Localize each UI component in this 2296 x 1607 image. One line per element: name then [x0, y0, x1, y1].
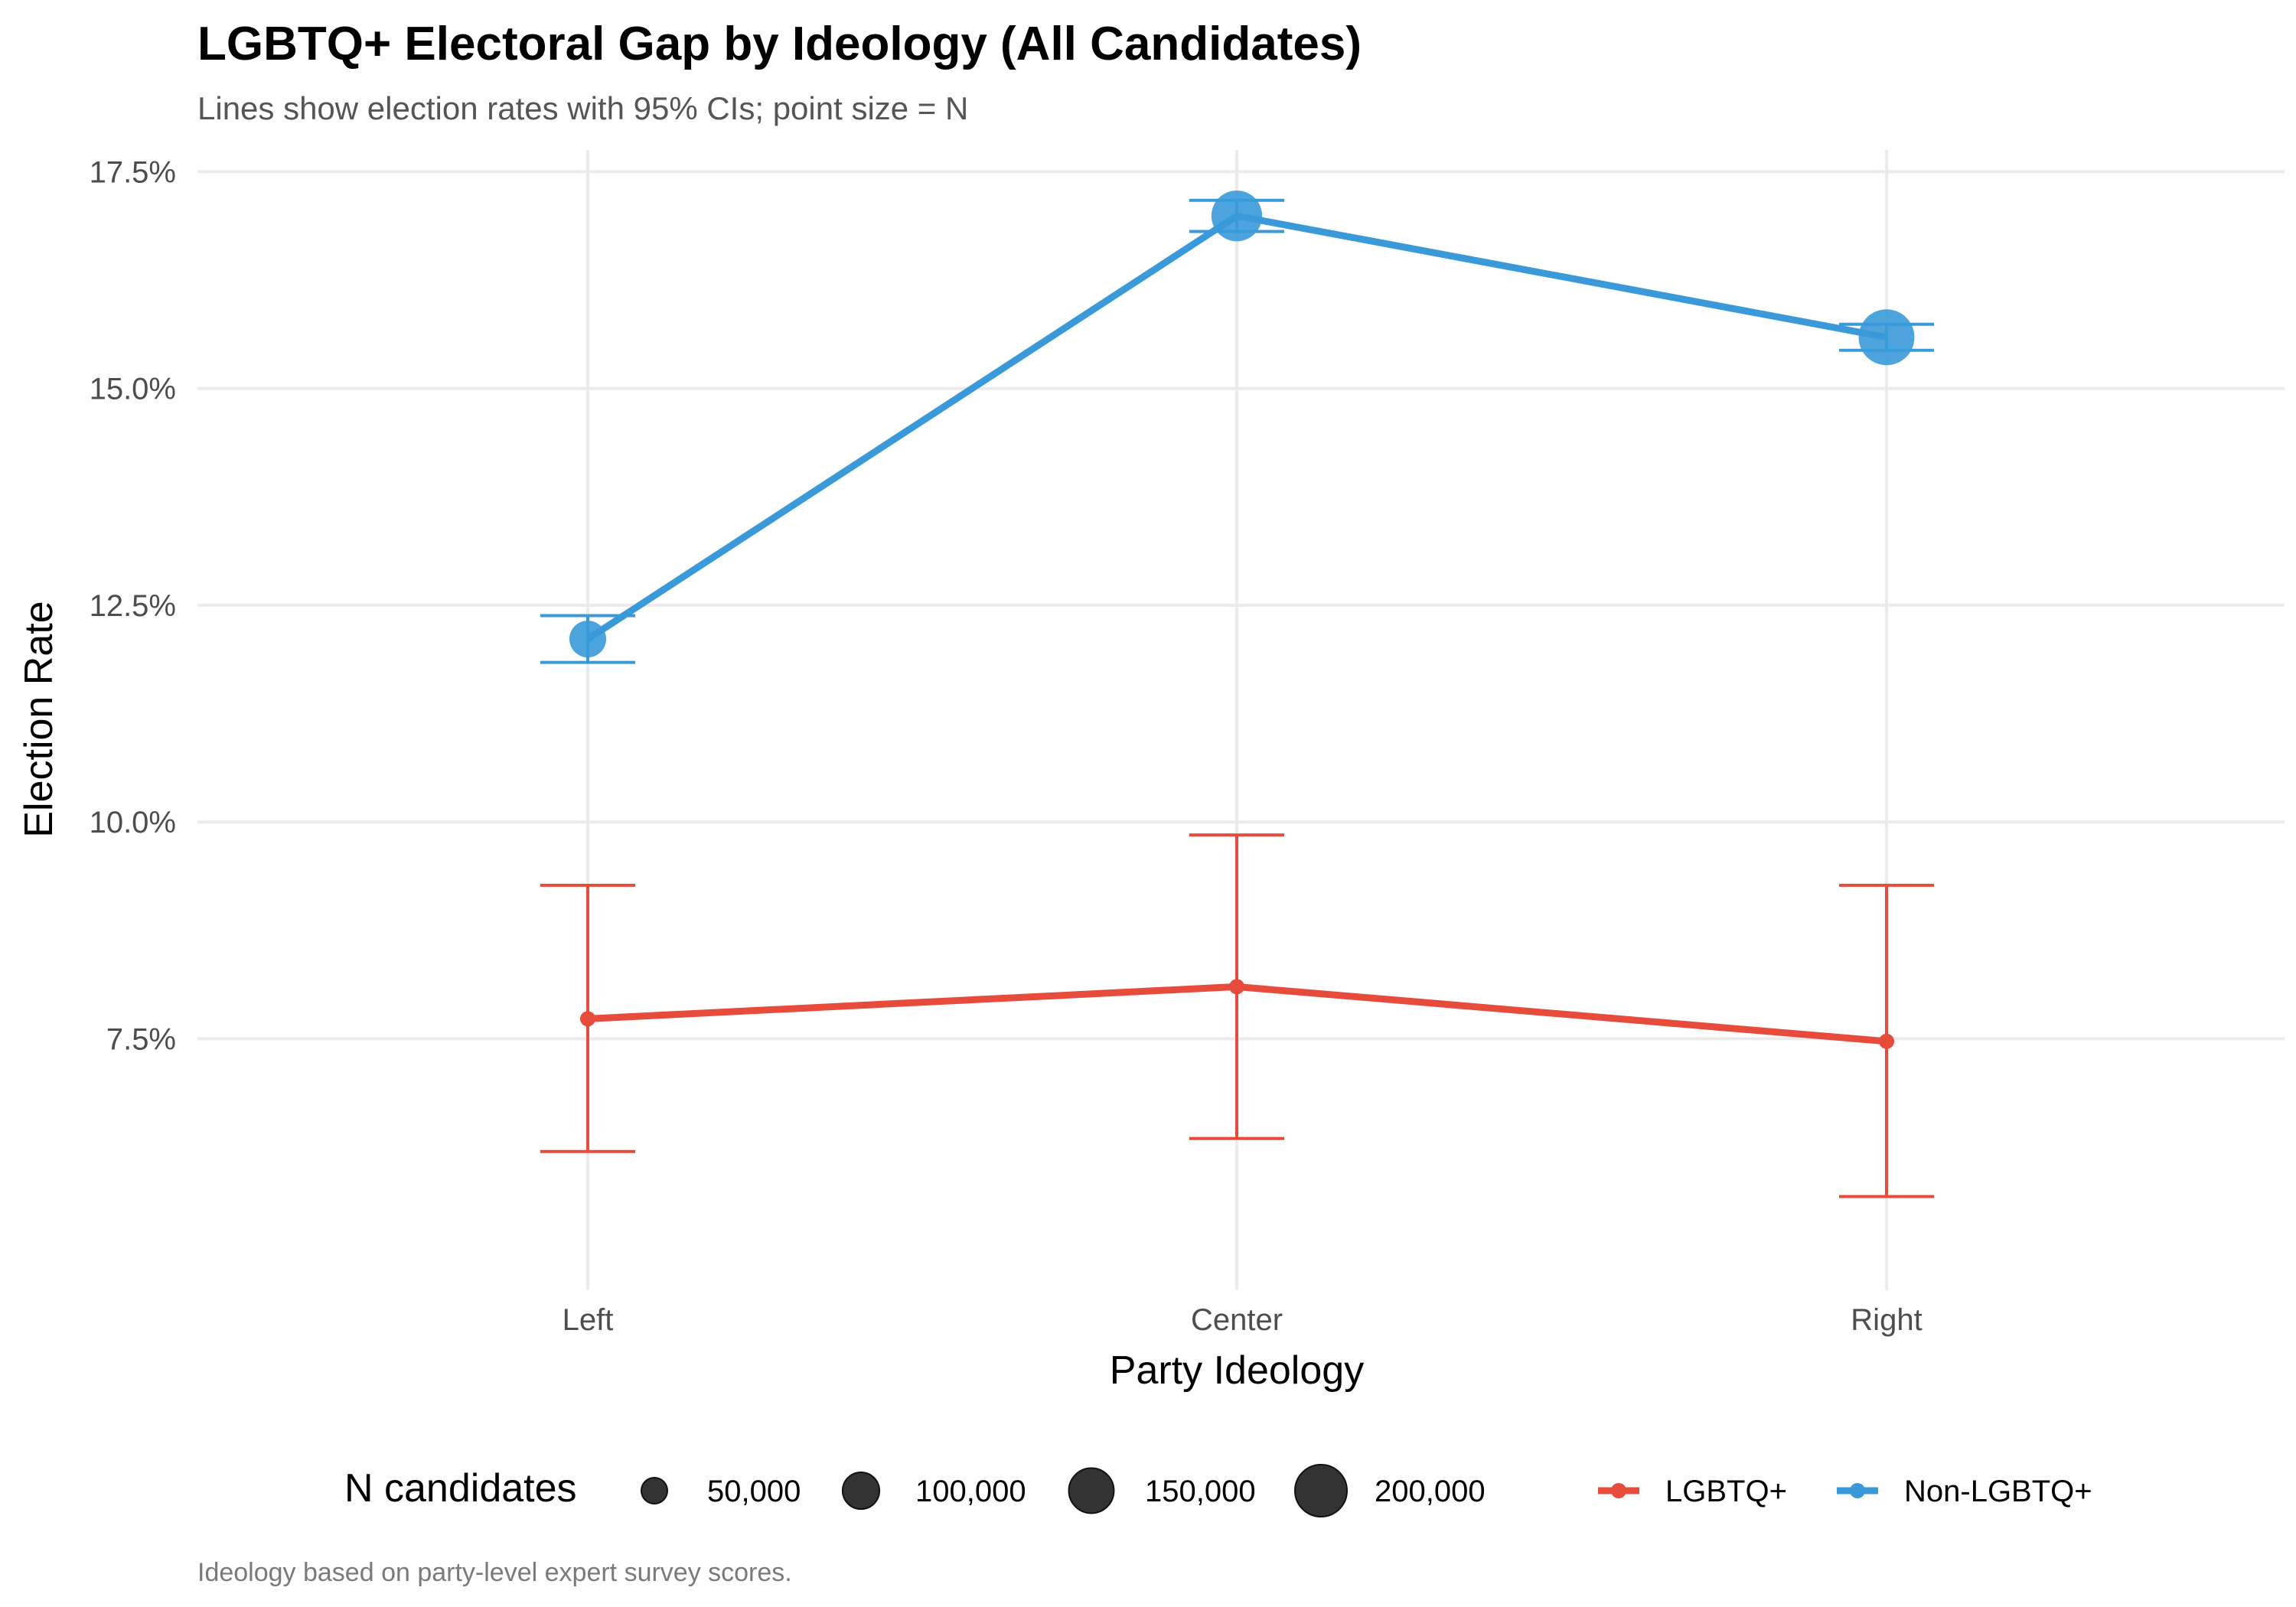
color-legend-label: Non-LGBTQ+: [1904, 1475, 2092, 1508]
size-legend-label: 100,000: [915, 1475, 1026, 1508]
size-legend-label: 150,000: [1145, 1475, 1256, 1508]
chart-subtitle: Lines show election rates with 95% CIs; …: [197, 90, 968, 126]
y-tick-label: 15.0%: [90, 373, 176, 406]
data-point: [1879, 1033, 1894, 1049]
series-non-lgbtq-: [540, 190, 1934, 664]
x-tick-label: Right: [1851, 1303, 1922, 1337]
x-axis-title: Party Ideology: [1110, 1348, 1364, 1393]
series: [540, 190, 1934, 1198]
color-legend-key-point: [1611, 1483, 1626, 1498]
y-axis-title: Election Rate: [17, 601, 61, 837]
chart-title: LGBTQ+ Electoral Gap by Ideology (All Ca…: [197, 18, 1362, 70]
size-legend-key: [641, 1477, 668, 1504]
y-tick-label: 10.0%: [90, 806, 176, 839]
size-legend-title: N candidates: [344, 1466, 577, 1511]
chart-caption: Ideology based on party-level expert sur…: [197, 1558, 792, 1587]
color-legend-label: LGBTQ+: [1665, 1475, 1787, 1508]
x-axis-ticks: Left Center Right: [563, 1303, 1923, 1337]
data-point: [580, 1011, 595, 1027]
y-tick-label: 17.5%: [90, 155, 176, 189]
size-legend-key: [1068, 1467, 1115, 1514]
data-point: [1229, 979, 1244, 995]
size-legend-key: [1294, 1464, 1348, 1517]
data-point: [1858, 309, 1915, 366]
x-tick-label: Center: [1191, 1303, 1283, 1337]
x-tick-label: Left: [563, 1303, 614, 1337]
color-legend-key-point: [1850, 1483, 1865, 1498]
legend: N candidates 50,000 100,000 150,000 200,000…: [344, 1464, 2092, 1517]
size-legend-label: 50,000: [707, 1475, 801, 1508]
size-legend-key: [841, 1471, 881, 1511]
y-axis-ticks: 7.5% 10.0% 12.5% 15.0% 17.5%: [90, 155, 176, 1056]
data-point: [569, 621, 607, 658]
series-lgbtq-: [540, 833, 1934, 1198]
data-point: [1211, 190, 1263, 242]
size-legend-label: 200,000: [1375, 1475, 1486, 1508]
y-tick-label: 7.5%: [106, 1022, 176, 1056]
y-tick-label: 12.5%: [90, 589, 176, 623]
grid: [197, 150, 2285, 1290]
